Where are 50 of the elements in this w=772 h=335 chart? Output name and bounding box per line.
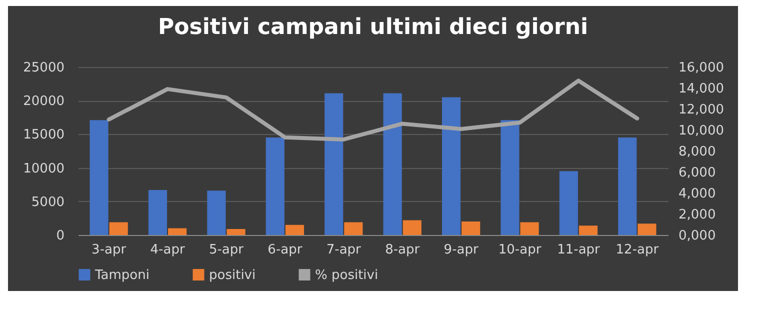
- line-series: [106, 78, 640, 142]
- bar: [638, 224, 656, 235]
- y2-tick-label: 6,000: [678, 166, 716, 180]
- x-tick-label: 8-apr: [385, 242, 420, 258]
- y-tick-label: 0: [56, 228, 64, 244]
- bar: [226, 228, 246, 235]
- bar: [442, 97, 461, 235]
- legend-label: % positivi: [315, 268, 378, 283]
- bar: [109, 222, 128, 235]
- bar: [324, 93, 344, 235]
- y2-tick-label: 8,000: [678, 144, 716, 160]
- chart-title: Positivi campani ultimi dieci giorni: [158, 15, 588, 40]
- x-tick-label: 4-apr: [150, 242, 186, 258]
- bar: [168, 228, 187, 235]
- x-tick-label: 11-apr: [557, 242, 601, 258]
- x-tick-label: 9-apr: [444, 242, 479, 258]
- y-tick-label: 25000: [23, 60, 64, 76]
- legend-label: Tamponi: [94, 268, 150, 283]
- bar: [344, 222, 363, 235]
- bar: [559, 171, 578, 235]
- bar: [462, 222, 480, 235]
- legend-label: positivi: [209, 268, 256, 283]
- bar: [148, 190, 168, 235]
- x-tick-label: 5-apr: [208, 242, 244, 258]
- bar: [90, 120, 108, 235]
- y-tick-label: 20000: [23, 94, 64, 110]
- y2-tick-label: 12,000: [678, 102, 724, 118]
- bar: [207, 190, 226, 235]
- bar: [266, 138, 284, 235]
- x-tick-label: 10-apr: [498, 242, 542, 258]
- bar: [578, 226, 598, 235]
- y2-tick-label: 4,000: [678, 186, 716, 202]
- x-tick-label: 7-apr: [326, 242, 362, 258]
- bar: [500, 120, 520, 235]
- y2-tick-label: 14,000: [678, 82, 724, 96]
- y2-tick-label: 2,000: [678, 208, 716, 222]
- bar: [383, 93, 402, 235]
- x-tick-label: 6-apr: [268, 242, 303, 258]
- x-tick-label: 12-apr: [616, 242, 660, 258]
- bar: [285, 224, 304, 235]
- y-tick-label: 15000: [23, 128, 64, 143]
- y2-tick-label: 0,000: [678, 228, 716, 244]
- bar: [402, 220, 422, 235]
- y-tick-label: 5000: [31, 194, 64, 210]
- y-tick-label: 10000: [23, 161, 64, 176]
- y2-tick-label: 16,000: [678, 60, 724, 76]
- x-tick-label: 3-apr: [92, 242, 127, 258]
- bar: [618, 138, 637, 235]
- y2-tick-label: 10,000: [678, 124, 724, 138]
- bar: [520, 222, 539, 235]
